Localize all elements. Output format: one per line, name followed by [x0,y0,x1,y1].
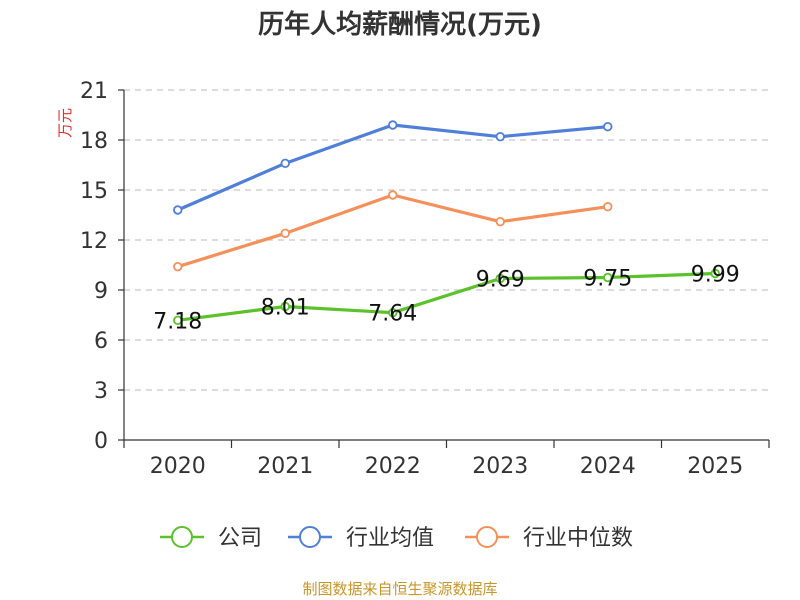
series-line-0 [177,271,716,322]
legend-marker [171,526,193,548]
legend-item-1[interactable]: 行业均值 [288,526,434,551]
y-tick-label: 12 [80,229,108,254]
y-tick-label: 3 [94,379,108,404]
legend-item-0[interactable]: 公司 [160,526,262,551]
y-axis-ticks: 0 3 6 9 12 15 18 21 [80,79,124,454]
data-point [603,121,613,132]
data-point [495,216,505,227]
data-point [388,307,398,318]
y-tick-label: 21 [80,79,108,104]
y-tick-label: 18 [80,129,108,154]
data-label: 9.99 [691,263,740,288]
x-tick-label: 2025 [687,454,743,479]
data-point [173,315,183,326]
y-tick-label: 6 [94,329,108,354]
x-tick-label: 2023 [472,454,528,479]
data-label: 9.69 [476,268,525,293]
data-point [388,190,398,200]
legend-label: 行业均值 [346,526,434,551]
data-source-note: 制图数据来自恒生聚源数据库 [302,580,497,598]
data-label: 8.01 [261,296,310,321]
y-tick-label: 0 [94,429,108,454]
data-point [280,301,290,312]
y-tick-label: 9 [94,279,108,304]
legend-label: 行业中位数 [523,526,633,551]
x-tick-label: 2022 [365,454,421,479]
series-lines: 7.18 8.01 7.64 9.69 9.75 9.99 [153,120,740,335]
legend-item-2[interactable]: 行业中位数 [465,526,633,551]
series-line-2 [177,193,608,269]
y-tick-label: 15 [80,179,108,204]
data-point [173,205,183,215]
data-point [388,120,398,130]
data-point [280,228,290,239]
series-0: 7.18 8.01 7.64 9.69 9.75 9.99 [153,263,739,335]
data-label: 7.18 [153,309,202,334]
series-2 [173,190,613,272]
data-label: 9.75 [583,267,632,292]
y-axis-unit-label: 万元 [56,108,74,138]
data-point [603,201,613,212]
data-point [495,273,505,284]
gridlines [124,89,769,391]
chart-title: 历年人均薪酬情况(万元) [258,9,542,40]
data-point [495,131,505,142]
data-point [603,272,613,283]
x-tick-label: 2021 [257,454,313,479]
data-label: 7.64 [368,302,417,327]
axes [123,90,769,441]
legend-marker [299,526,321,548]
x-axis-ticks: 2020 2021 2022 2023 2024 2025 [123,440,770,479]
x-tick-label: 2024 [580,454,636,479]
data-point [710,268,720,279]
data-point [280,158,290,169]
legend-marker [476,526,498,548]
legend-label: 公司 [218,526,262,551]
x-tick-label: 2020 [150,454,206,479]
series-1 [173,120,613,215]
data-point [173,261,183,272]
legend[interactable]: 公司 行业均值 行业中位数 [160,526,633,551]
